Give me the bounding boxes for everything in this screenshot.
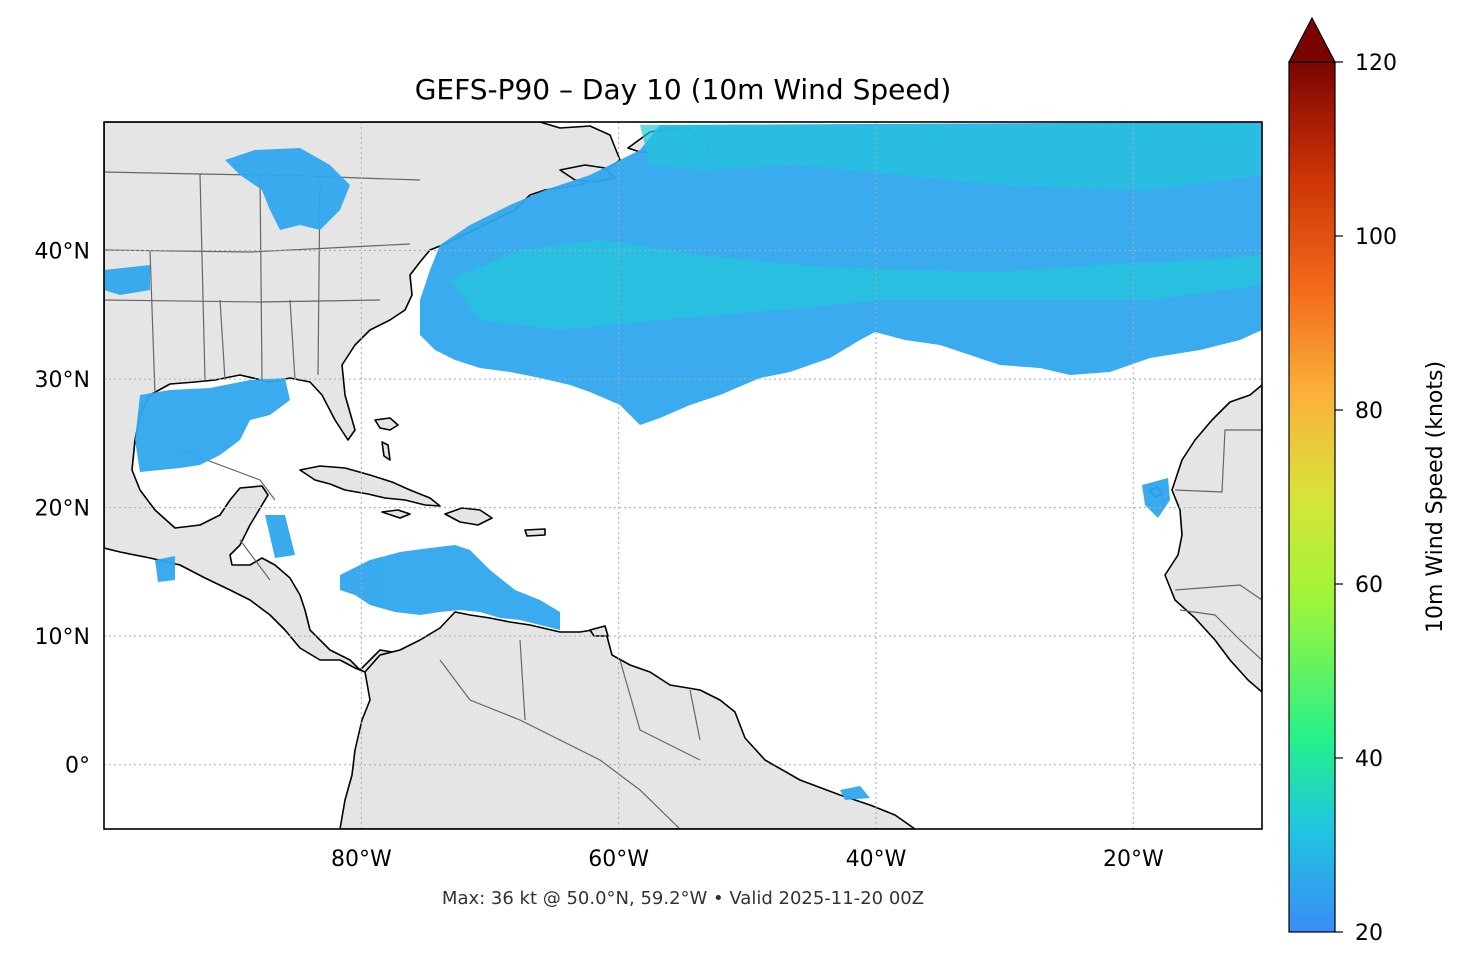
land-africa (1164, 384, 1262, 693)
colorbar-tick-label: 20 (1355, 921, 1383, 946)
map-title: GEFS-P90 – Day 10 (10m Wind Speed) (415, 73, 952, 106)
colorbar-tick-label: 80 (1355, 399, 1383, 424)
wind-field-caribbean (340, 545, 560, 630)
colorbar-ticks: 20 40 60 80 100 120 (1335, 51, 1397, 946)
land-bahamas-2 (381, 441, 391, 461)
colorbar-tick-label: 120 (1355, 51, 1397, 76)
colorbar-ramp (1288, 61, 1336, 933)
lon-axis-labels: 80°W 60°W 40°W 20°W (331, 847, 1164, 872)
wind-field-pacific (155, 556, 175, 582)
wind-field-gulf (135, 378, 290, 472)
land-puerto-rico (524, 528, 546, 537)
colorbar-tick-label: 60 (1355, 573, 1383, 598)
lat-tick-label: 40°N (35, 240, 90, 265)
lat-tick-label: 10°N (35, 625, 90, 650)
land-jamaica (381, 509, 411, 519)
lat-tick-label: 30°N (35, 368, 90, 393)
lat-axis-labels: 40°N 30°N 20°N 10°N 0° (35, 240, 90, 779)
land-bahamas (374, 417, 399, 431)
land-north-america (104, 122, 621, 673)
map-panel (104, 122, 1262, 829)
wind-field-gulf-of-honduras (265, 515, 295, 558)
land-hispaniola (444, 507, 493, 526)
lon-tick-label: 40°W (846, 847, 907, 872)
land-cuba (299, 465, 441, 507)
wind-field-highlights (450, 124, 1262, 330)
colorbar-extend-arrow (1288, 16, 1336, 63)
wind-field-brazil (840, 786, 870, 800)
gridlines (104, 122, 1262, 829)
colorbar-tick-label: 100 (1355, 225, 1397, 250)
footer-note: Max: 36 kt @ 50.0°N, 59.2°W • Valid 2025… (442, 888, 924, 909)
lat-tick-label: 0° (65, 754, 90, 779)
lon-tick-label: 60°W (588, 847, 649, 872)
colorbar-tick-label: 40 (1355, 747, 1383, 772)
lat-tick-label: 20°N (35, 497, 90, 522)
borders (104, 171, 1262, 829)
lon-tick-label: 80°W (331, 847, 392, 872)
wind-field-plains (104, 265, 150, 295)
colorbar: 20 40 60 80 100 120 10m Wind Speed (knots) (1288, 16, 1448, 946)
wind-field-great-lakes (225, 148, 350, 230)
map-frame (103, 121, 1263, 830)
land-trinidad (589, 625, 609, 637)
lon-tick-label: 20°W (1103, 847, 1164, 872)
land-south-america (339, 611, 916, 829)
colorbar-label: 10m Wind Speed (knots) (1423, 361, 1448, 633)
